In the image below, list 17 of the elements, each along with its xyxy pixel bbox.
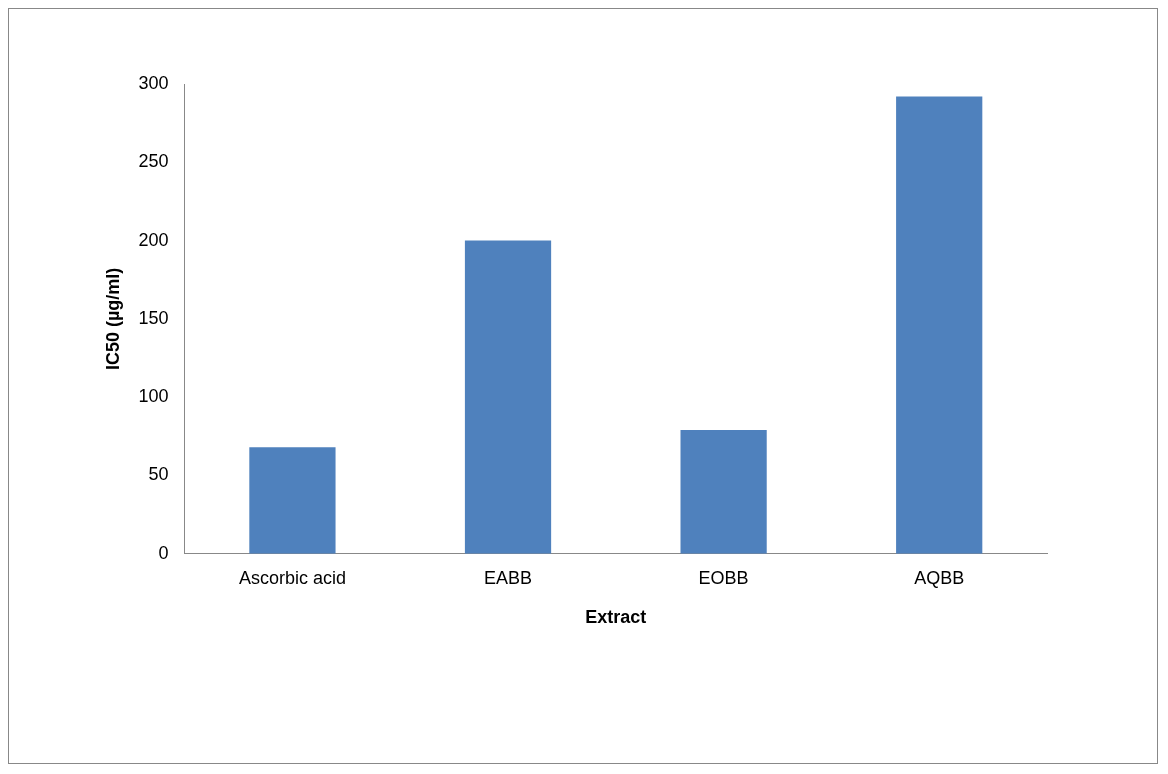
x-tick-label: Ascorbic acid — [238, 567, 346, 588]
y-axis-title: IC50 (µg/ml) — [102, 267, 123, 371]
bar — [896, 96, 983, 554]
y-tick-label: 150 — [138, 307, 169, 328]
x-axis-title: Extract — [585, 607, 647, 628]
y-tick-label: 0 — [158, 542, 169, 563]
bar — [464, 240, 552, 554]
bar — [680, 430, 767, 554]
y-tick-label: 300 — [138, 72, 169, 93]
x-tick-label: AQBB — [914, 567, 965, 588]
x-tick-label: EOBB — [698, 567, 749, 588]
y-tick-label: 100 — [138, 386, 169, 407]
y-tick-label: 200 — [138, 229, 169, 250]
x-tick-label: EABB — [484, 567, 533, 588]
y-tick-label: 50 — [148, 464, 169, 485]
y-tick-label: 250 — [138, 151, 169, 172]
bar — [249, 447, 336, 554]
